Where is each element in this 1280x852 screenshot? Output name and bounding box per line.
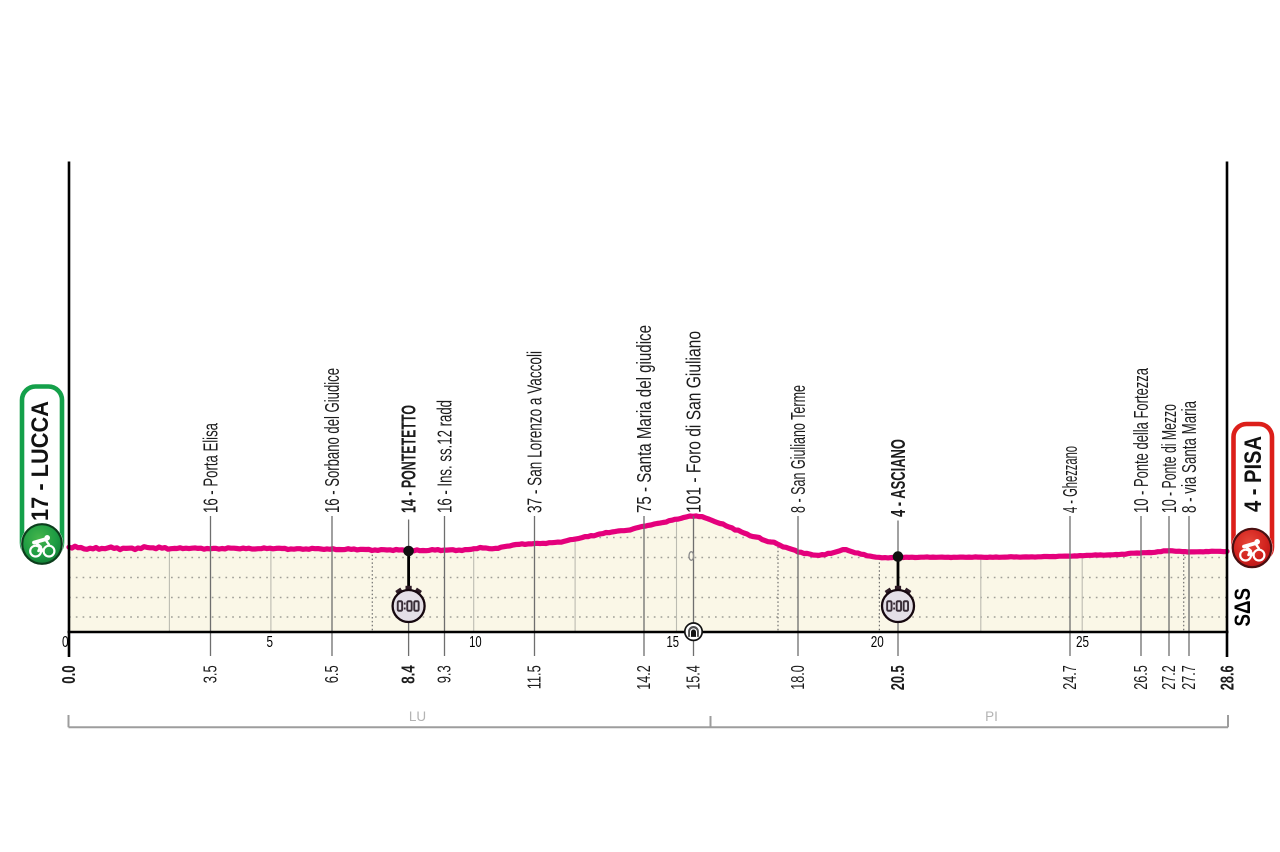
svg-text:0.0: 0.0 (58, 665, 79, 684)
svg-text:8.4: 8.4 (398, 665, 419, 684)
svg-text:37 - San Lorenzo a Vaccoli: 37 - San Lorenzo a Vaccoli (525, 351, 547, 513)
svg-text:10: 10 (469, 634, 482, 651)
svg-text:4 - Ghezzano: 4 - Ghezzano (1060, 446, 1082, 513)
svg-text:14 - PONTETETTO: 14 - PONTETETTO (398, 405, 421, 513)
svg-text:75 - Santa Maria del giudice: 75 - Santa Maria del giudice (634, 325, 656, 513)
svg-text:20: 20 (871, 634, 884, 651)
svg-text:24.7: 24.7 (1059, 665, 1080, 690)
svg-text:28.6: 28.6 (1217, 665, 1238, 690)
svg-text:3.5: 3.5 (200, 665, 221, 683)
svg-text:10 - Ponte di Mezzo: 10 - Ponte di Mezzo (1159, 404, 1181, 513)
svg-text:16 - Porta Elisa: 16 - Porta Elisa (201, 422, 223, 513)
svg-text:27.2: 27.2 (1158, 665, 1179, 690)
svg-text:8 - via Santa Maria: 8 - via Santa Maria (1179, 400, 1201, 513)
svg-text:27.7: 27.7 (1178, 665, 1199, 690)
svg-text:26.5: 26.5 (1130, 665, 1151, 690)
svg-text:15: 15 (667, 634, 680, 651)
svg-text:15.4: 15.4 (683, 665, 704, 690)
svg-text:PI: PI (985, 709, 998, 724)
svg-text:14.2: 14.2 (633, 665, 654, 690)
svg-text:4 - ASCIANO: 4 - ASCIANO (887, 439, 910, 517)
svg-text:101 - Foro di San Giuliano: 101 - Foro di San Giuliano (684, 331, 706, 513)
svg-text:16 - Sorbano del Giudice: 16 - Sorbano del Giudice (322, 368, 344, 513)
svg-text:5: 5 (267, 634, 274, 651)
svg-text:16 - Ins. ss.12 radd: 16 - Ins. ss.12 radd (435, 400, 457, 513)
svg-text:6.5: 6.5 (321, 665, 342, 683)
svg-text:0: 0 (62, 634, 69, 651)
svg-text:11.5: 11.5 (524, 665, 545, 689)
svg-text:9.3: 9.3 (434, 665, 455, 683)
svg-text:25: 25 (1076, 634, 1089, 651)
svg-text:8 - San Giuliano Terme: 8 - San Giuliano Terme (788, 385, 810, 513)
svg-text:SΔS: SΔS (1230, 588, 1255, 627)
svg-text:10 - Ponte della Fortezza: 10 - Ponte della Fortezza (1131, 367, 1153, 513)
svg-text:LU: LU (409, 709, 426, 724)
svg-text:4 - PISA: 4 - PISA (1240, 436, 1267, 512)
svg-text:17 - LUCCA: 17 - LUCCA (27, 401, 54, 521)
svg-text:20.5: 20.5 (887, 665, 908, 690)
svg-text:18.0: 18.0 (787, 665, 808, 690)
